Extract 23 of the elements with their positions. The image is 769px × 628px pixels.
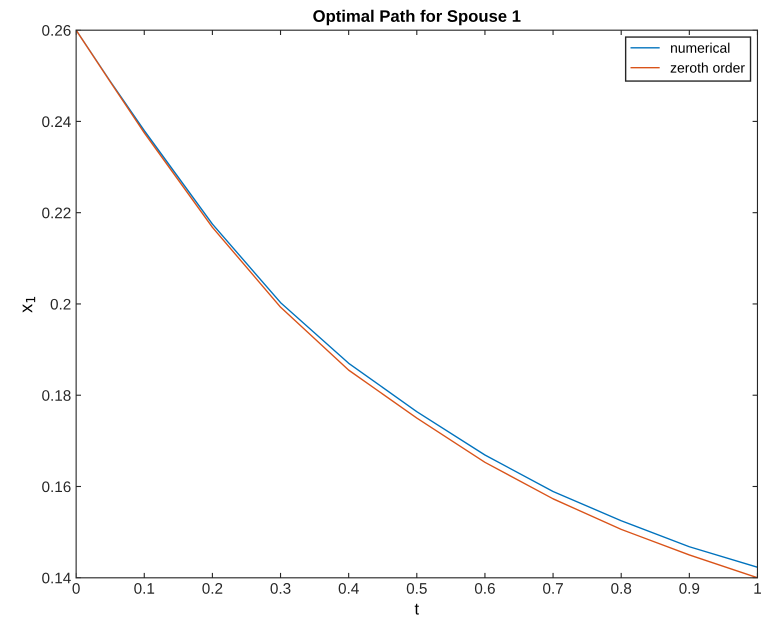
x-tick-label: 0.6 bbox=[474, 583, 495, 594]
x-tick-label: 0.5 bbox=[406, 583, 427, 594]
y-axis-title: x$_{1}$ bbox=[22, 296, 36, 313]
x-tick-label: 1 bbox=[754, 583, 761, 594]
x-axis-title: t bbox=[414, 604, 419, 615]
x-tick-label: 0 bbox=[72, 583, 80, 594]
y-tick-label: 0.16 bbox=[42, 481, 71, 492]
y-tick-label: 0.14 bbox=[42, 572, 71, 584]
y-tick-label: 0.18 bbox=[42, 390, 71, 401]
y-tick-label: 0.22 bbox=[42, 208, 71, 218]
legend-label: numerical bbox=[671, 42, 730, 53]
x-tick-label: 0.1 bbox=[134, 583, 154, 594]
y-tick-label: 0.2 bbox=[50, 298, 71, 310]
x-tick-label: 0.9 bbox=[679, 583, 700, 594]
y-tick-label: 0.26 bbox=[42, 25, 71, 36]
y-tick-label: 0.24 bbox=[42, 116, 71, 128]
x-tick-label: 0.7 bbox=[543, 583, 563, 594]
x-tick-label: 0.3 bbox=[270, 583, 290, 594]
x-tick-label: 0.2 bbox=[202, 583, 222, 594]
x-tick-label: 0.4 bbox=[338, 583, 359, 594]
legend-label: zeroth order bbox=[670, 62, 745, 73]
x-tick-label: 0.8 bbox=[611, 583, 632, 594]
chart-title: Optimal Path for Spouse 1 bbox=[313, 10, 521, 26]
